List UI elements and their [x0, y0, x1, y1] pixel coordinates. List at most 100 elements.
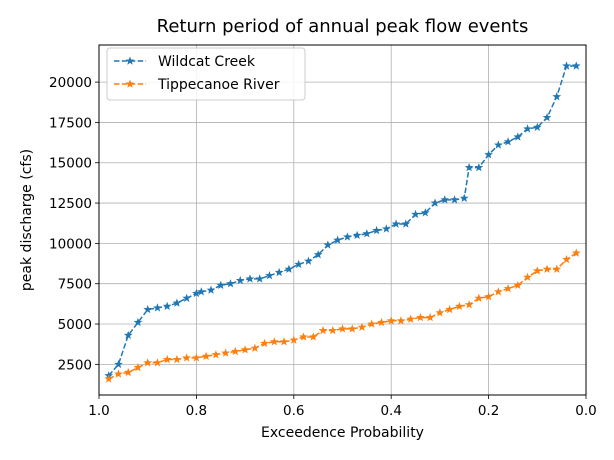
data-point	[114, 359, 123, 369]
data-point	[182, 293, 192, 302]
data-point	[474, 293, 484, 302]
series-tippecanoe-river	[104, 248, 581, 383]
x-tick-label: 0.2	[478, 403, 499, 419]
y-tick-label: 7500	[58, 277, 92, 293]
data-point	[552, 92, 562, 101]
data-point	[192, 353, 201, 362]
data-point	[182, 353, 192, 362]
legend-item: Wildcat Creek	[114, 54, 256, 70]
data-point	[123, 367, 133, 377]
data-point	[206, 285, 216, 294]
x-tick-label: 0.0	[575, 403, 596, 419]
legend-frame	[106, 47, 306, 101]
data-point	[143, 304, 153, 314]
data-point	[542, 112, 552, 122]
legend-item: Tippecanoe River	[114, 77, 280, 93]
data-point	[464, 300, 474, 309]
data-point	[464, 162, 474, 172]
data-point	[114, 369, 123, 378]
data-point	[318, 325, 328, 335]
data-point	[289, 335, 299, 344]
legend-label: Wildcat Creek	[158, 54, 256, 70]
data-point	[411, 209, 420, 219]
data-point	[226, 279, 235, 288]
y-tick-label: 15000	[49, 156, 92, 172]
data-point	[192, 288, 201, 298]
data-point	[313, 250, 323, 259]
data-point	[153, 358, 162, 367]
legend-swatch-marker	[125, 56, 135, 65]
data-point	[279, 337, 289, 346]
data-point	[245, 274, 255, 283]
data-point	[153, 303, 162, 312]
data-point	[396, 316, 406, 325]
data-point	[240, 345, 250, 354]
data-point	[571, 248, 581, 257]
data-point	[381, 224, 391, 233]
chart-title: Return period of annual peak flow events	[157, 16, 529, 37]
data-point	[357, 322, 367, 331]
data-point	[211, 350, 221, 359]
data-point	[459, 193, 469, 202]
data-point	[523, 124, 532, 133]
y-tick-label: 10000	[49, 236, 92, 252]
data-point	[284, 264, 294, 273]
data-point	[162, 354, 172, 364]
data-point	[571, 61, 581, 70]
data-point	[493, 287, 503, 296]
data-point	[532, 122, 542, 131]
data-point	[503, 137, 513, 146]
data-point	[143, 358, 153, 367]
data-point	[269, 337, 279, 346]
data-point	[323, 240, 333, 249]
data-point	[274, 267, 284, 277]
data-point	[123, 330, 133, 340]
data-point	[347, 324, 357, 333]
data-point	[552, 264, 562, 273]
data-point	[230, 346, 240, 356]
data-point	[562, 61, 571, 70]
y-tick-label: 5000	[58, 317, 92, 333]
data-point	[416, 312, 425, 322]
x-tick-label: 0.4	[380, 403, 401, 419]
data-point	[450, 195, 459, 204]
data-point	[484, 292, 493, 301]
data-point	[201, 351, 211, 361]
series-wildcat-creek	[104, 61, 581, 380]
data-point	[255, 274, 265, 283]
data-point	[196, 287, 206, 296]
data-point	[377, 317, 386, 327]
data-point	[162, 301, 172, 311]
data-point	[484, 150, 493, 159]
data-point	[401, 219, 411, 228]
legend-label: Tippecanoe River	[157, 77, 280, 93]
data-point	[352, 230, 362, 240]
data-point	[260, 338, 269, 348]
data-point	[338, 324, 347, 333]
data-point	[372, 225, 381, 235]
data-point	[367, 319, 377, 328]
data-point	[304, 256, 313, 265]
data-point	[294, 259, 304, 269]
data-point	[362, 229, 372, 238]
x-tick-label: 1.0	[88, 403, 109, 419]
data-point	[235, 275, 245, 285]
y-tick-label: 12500	[49, 196, 92, 212]
y-tick-label: 20000	[49, 75, 92, 91]
data-point	[513, 132, 523, 141]
data-point	[430, 198, 440, 207]
data-point	[328, 325, 338, 335]
data-point	[542, 264, 552, 273]
data-point	[133, 317, 143, 327]
data-point	[425, 312, 435, 322]
data-point	[513, 280, 523, 290]
data-point	[308, 332, 318, 341]
data-point	[172, 298, 182, 307]
data-point	[333, 235, 342, 244]
data-point	[299, 332, 308, 341]
data-point	[343, 232, 352, 241]
legend-swatch-marker	[125, 79, 135, 88]
x-tick-label: 0.6	[283, 403, 304, 419]
data-point	[435, 308, 445, 317]
